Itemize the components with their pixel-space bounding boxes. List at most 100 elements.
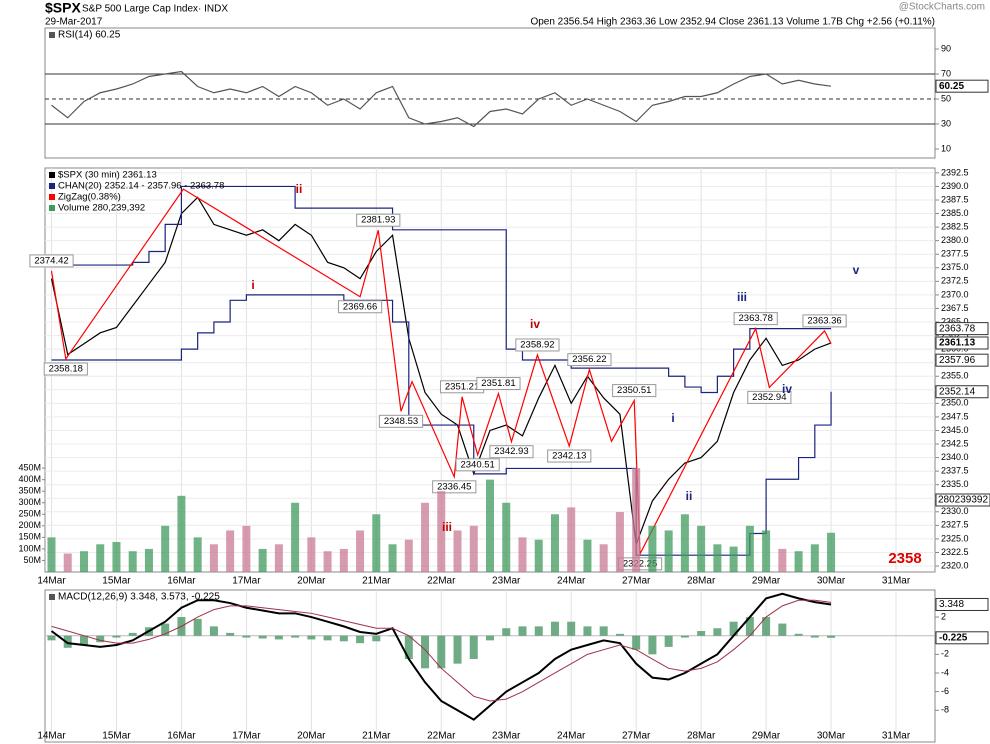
value-tag-box bbox=[935, 353, 989, 367]
volume-bar bbox=[144, 548, 153, 572]
histogram-bar bbox=[518, 626, 527, 636]
pivot-label: 2351.81 bbox=[481, 378, 515, 389]
y-tick-label: 2325.0 bbox=[941, 533, 969, 543]
volume-bar bbox=[209, 544, 218, 572]
title-swatch bbox=[49, 594, 55, 600]
histogram-bar bbox=[729, 621, 738, 636]
y-tick-label: 30 bbox=[941, 118, 951, 128]
histogram-bar bbox=[437, 635, 446, 669]
histogram-bar bbox=[128, 632, 137, 636]
volume-bar bbox=[550, 514, 559, 572]
histogram-bar bbox=[762, 617, 771, 636]
x-tick-label: 14Mar bbox=[37, 731, 66, 742]
histogram-bar bbox=[47, 635, 56, 641]
histogram-bar bbox=[469, 635, 478, 660]
volume-bar bbox=[79, 551, 88, 572]
pivot-label: 2348.53 bbox=[384, 416, 418, 427]
pivot-label: 2342.13 bbox=[552, 451, 586, 462]
value-tag-box bbox=[935, 597, 989, 611]
legend-label: Volume 280,239,392 bbox=[58, 203, 145, 214]
pivot-label: 2363.36 bbox=[807, 315, 841, 326]
value-tag-box bbox=[935, 79, 989, 93]
histogram-bar bbox=[664, 635, 673, 647]
histogram-bar bbox=[404, 635, 413, 660]
histogram-bar bbox=[599, 626, 608, 636]
x-tick-label: 16Mar bbox=[167, 731, 196, 742]
x-tick-label: 23Mar bbox=[492, 731, 521, 742]
volume-tag-box bbox=[935, 493, 990, 507]
pivot-label: 2356.22 bbox=[572, 354, 606, 365]
y-tick-label: 2 bbox=[941, 611, 946, 621]
histogram-bar bbox=[486, 635, 494, 641]
volume-bar bbox=[356, 530, 365, 572]
histogram-bar bbox=[778, 623, 787, 636]
volume-bar bbox=[437, 491, 446, 572]
y-tick-label: 2390.0 bbox=[941, 181, 969, 191]
y-tick-label: 2335.0 bbox=[941, 479, 969, 489]
wave-label: ii bbox=[686, 489, 693, 503]
y2-tick-label: 400M bbox=[18, 474, 41, 484]
volume-bar bbox=[518, 537, 527, 572]
histogram-bar bbox=[242, 635, 251, 638]
source: @StockCharts.com bbox=[899, 2, 985, 13]
y-tick-label: 90 bbox=[941, 43, 951, 53]
volume-bar bbox=[96, 544, 105, 572]
y-tick-label: 70 bbox=[941, 68, 951, 78]
y2-tick-label: 100M bbox=[18, 543, 41, 553]
x-tick-label: 31Mar bbox=[882, 576, 911, 587]
x-tick-label: 31Mar bbox=[882, 731, 911, 742]
security-name: S&P 500 Large Cap Index· INDX bbox=[82, 4, 228, 15]
volume-bar bbox=[404, 539, 413, 572]
x-tick-label: 14Mar bbox=[37, 576, 66, 587]
series-line bbox=[50, 592, 832, 721]
x-tick-label: 30Mar bbox=[817, 731, 846, 742]
pivot-label: 2352.94 bbox=[752, 392, 786, 403]
volume-bar bbox=[713, 544, 722, 572]
volume-bar bbox=[323, 551, 332, 572]
value-tag: 2361.13 bbox=[939, 338, 976, 349]
volume-bar bbox=[226, 530, 235, 572]
volume-bar bbox=[664, 530, 673, 572]
y-tick-label: 2377.5 bbox=[941, 249, 969, 259]
histogram-bar bbox=[827, 635, 836, 638]
title-swatch bbox=[49, 32, 55, 38]
pivot-label-box bbox=[29, 254, 74, 268]
volume-bar bbox=[729, 546, 738, 572]
histogram-bar bbox=[356, 635, 365, 644]
histogram-bar bbox=[632, 635, 641, 650]
legend-label: ZigZag(0.38%) bbox=[58, 192, 121, 203]
legend-swatch bbox=[49, 183, 55, 189]
wave-label: ii bbox=[296, 182, 303, 196]
volume-bar bbox=[388, 544, 397, 572]
panel bbox=[44, 589, 936, 743]
histogram-bar bbox=[307, 635, 316, 640]
pivot-label: 2351.21 bbox=[445, 381, 479, 392]
histogram-bar bbox=[534, 626, 543, 636]
y-tick-label: 2342.5 bbox=[941, 438, 969, 448]
histogram-bar bbox=[794, 633, 803, 636]
volume-bar bbox=[47, 537, 56, 572]
volume-bar bbox=[680, 514, 689, 572]
symbol: $SPX bbox=[45, 0, 81, 16]
pivot-label-box bbox=[747, 390, 792, 404]
channel-line bbox=[51, 294, 832, 556]
volume-bar bbox=[112, 541, 121, 572]
pivot-label-box bbox=[356, 213, 401, 227]
value-tag: 2352.14 bbox=[939, 386, 976, 397]
y-tick-label: 2322.5 bbox=[941, 547, 969, 557]
volume-tag: 280239392 bbox=[938, 495, 988, 506]
pivot-label: 2374.42 bbox=[34, 255, 68, 266]
histogram-bar bbox=[258, 635, 267, 639]
histogram-bar bbox=[291, 635, 300, 638]
wave-label: i bbox=[671, 411, 674, 425]
volume-bar bbox=[339, 548, 348, 572]
histogram-bar bbox=[79, 635, 88, 646]
y-tick-label: -4 bbox=[941, 667, 949, 677]
histogram-bar bbox=[388, 635, 397, 637]
y-tick-label: 2330.0 bbox=[941, 506, 969, 516]
y-tick-label: 50 bbox=[941, 93, 951, 103]
volume-bar bbox=[63, 553, 72, 572]
volume-bar bbox=[745, 525, 754, 572]
x-tick-label: 17Mar bbox=[232, 731, 261, 742]
value-tag-box bbox=[935, 631, 989, 645]
